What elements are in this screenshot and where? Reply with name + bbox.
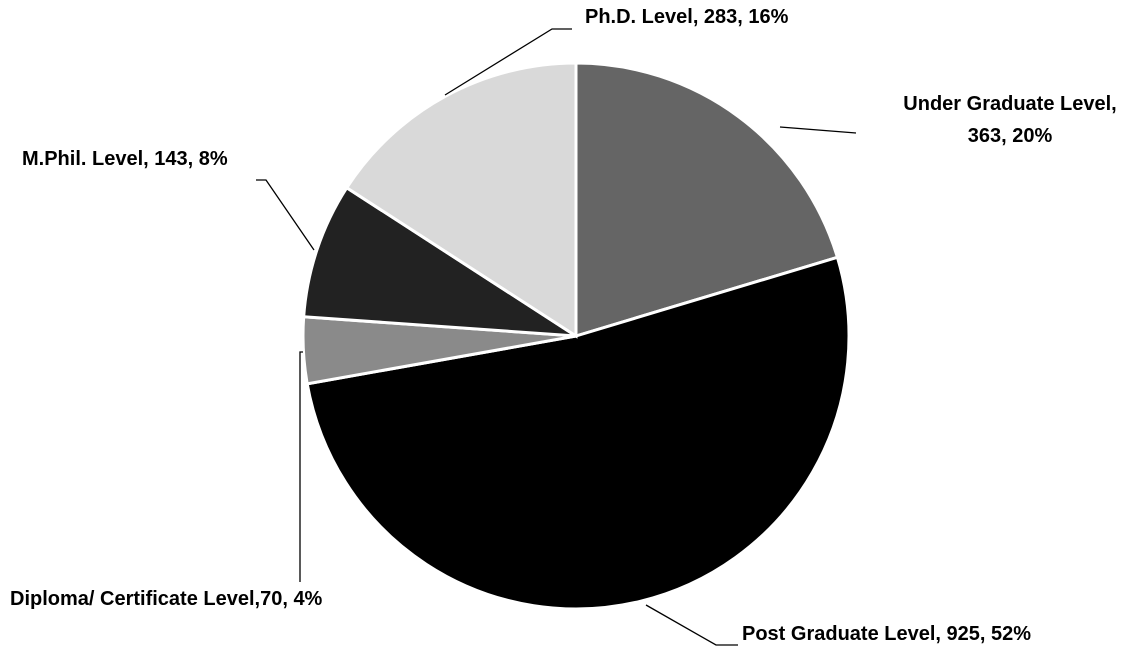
- leader-line: [645, 604, 738, 646]
- data-label: Post Graduate Level, 925, 52%: [742, 623, 1031, 645]
- leader-line: [256, 179, 315, 251]
- pie-slice: [344, 61, 578, 339]
- data-label: Diploma/ Certificate Level,70, 4%: [10, 588, 323, 610]
- leader-line: [299, 351, 303, 582]
- leader-line: [444, 28, 572, 96]
- pie: [301, 61, 851, 611]
- data-label: Ph.D. Level, 283, 16%: [585, 6, 789, 28]
- data-label: M.Phil. Level, 143, 8%: [22, 148, 228, 170]
- pie-slice: [305, 255, 851, 611]
- data-label: Under Graduate Level, 363, 20%: [903, 93, 1116, 147]
- pie-slice: [574, 61, 840, 339]
- pie-slice: [302, 185, 577, 338]
- leader-line: [779, 126, 857, 134]
